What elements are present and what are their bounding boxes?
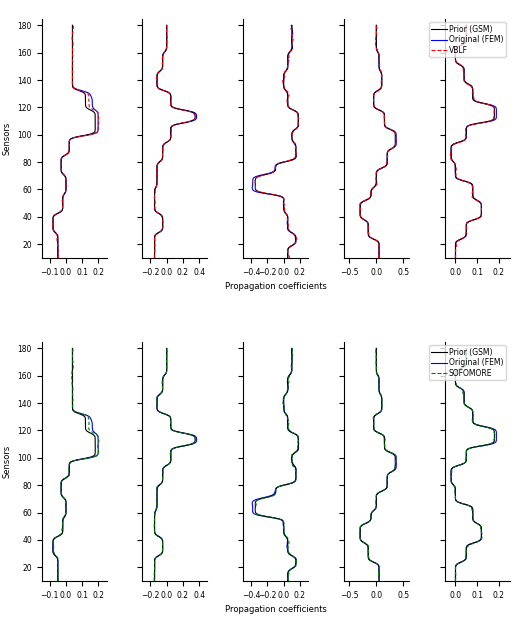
- X-axis label: Propagation coefficients: Propagation coefficients: [225, 282, 327, 291]
- X-axis label: Propagation coefficients: Propagation coefficients: [225, 605, 327, 614]
- Legend: Prior (GSM), Original (FEM), SOFOMORE: Prior (GSM), Original (FEM), SOFOMORE: [429, 345, 506, 380]
- Y-axis label: Sensors: Sensors: [3, 444, 12, 478]
- Legend: Prior (GSM), Original (FEM), VBLF: Prior (GSM), Original (FEM), VBLF: [429, 22, 506, 57]
- Y-axis label: Sensors: Sensors: [3, 122, 12, 155]
